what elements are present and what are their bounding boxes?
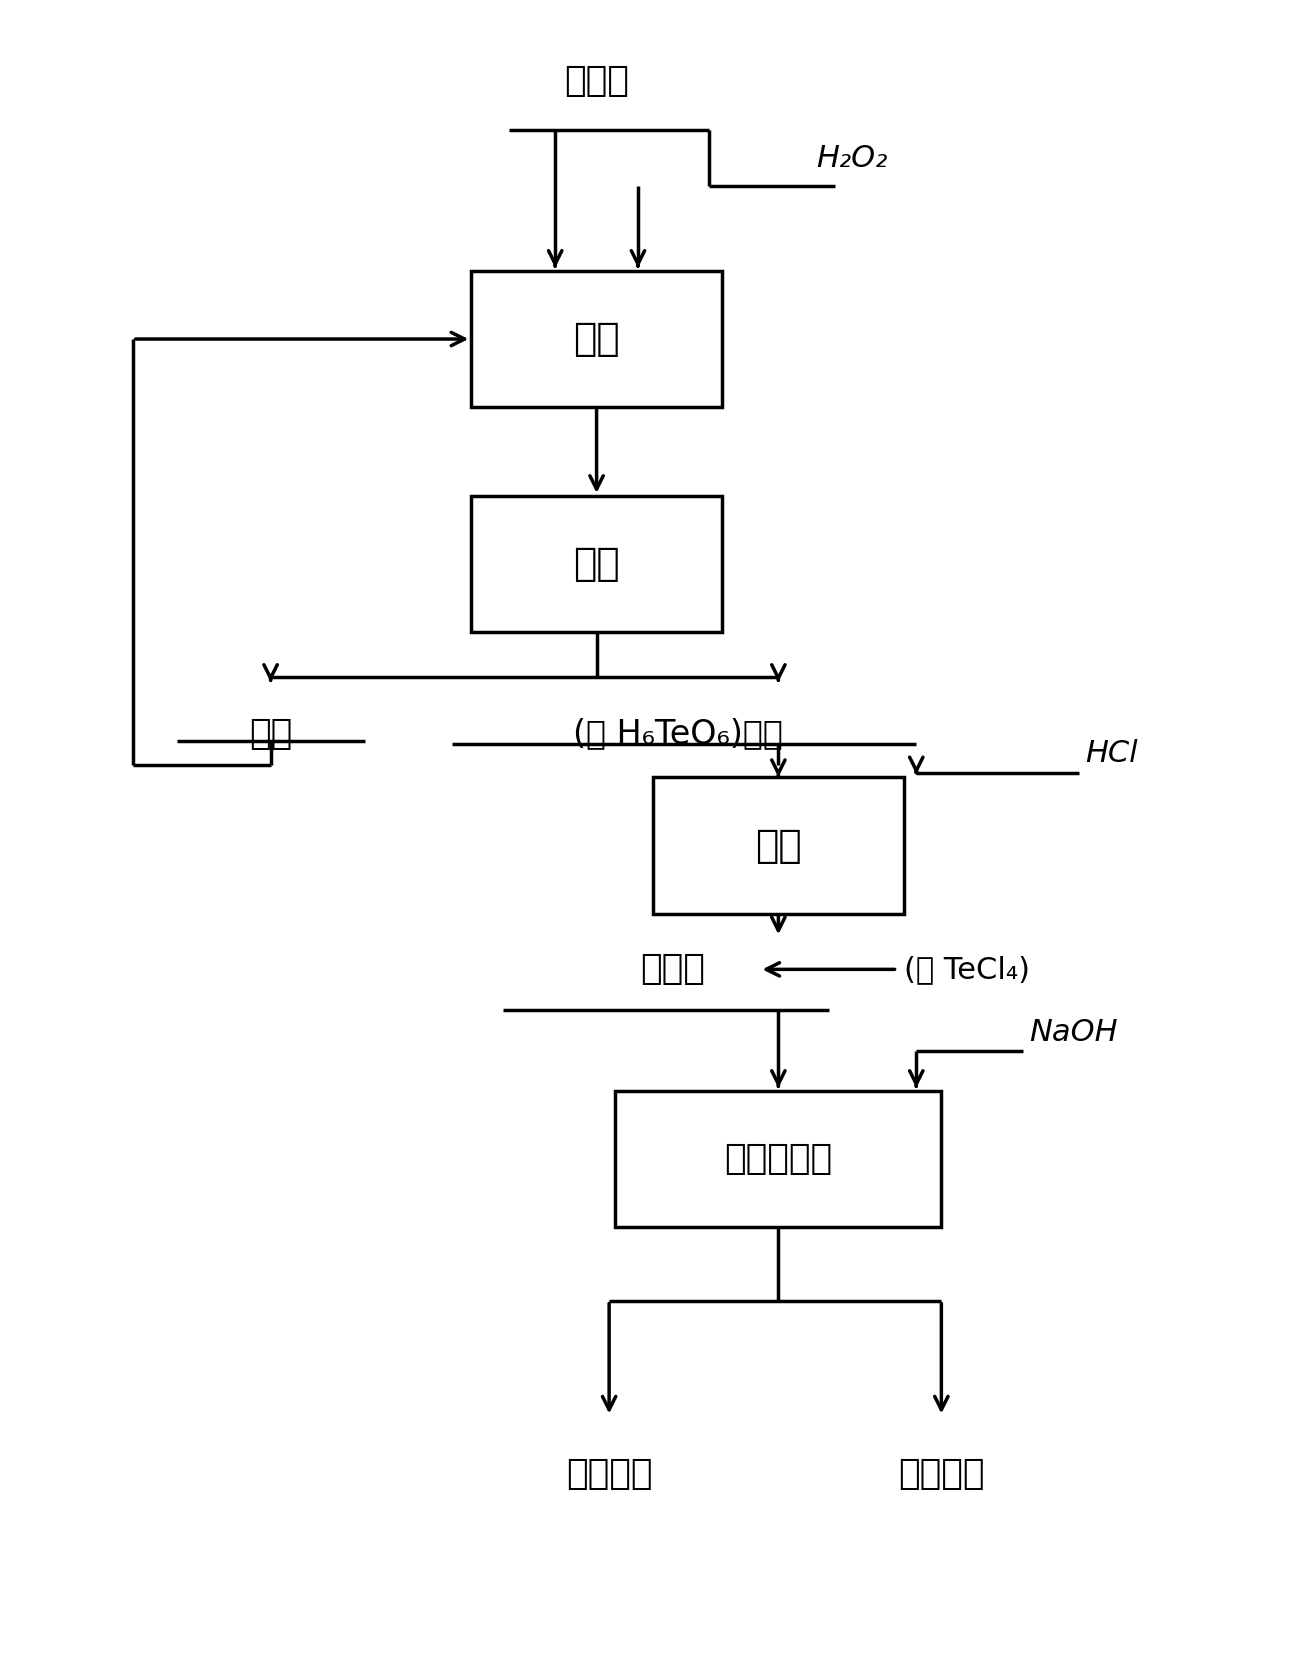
Text: 还原液: 还原液 xyxy=(640,953,705,987)
Text: 氧化: 氧化 xyxy=(573,320,620,358)
Text: 中和尾液: 中和尾液 xyxy=(899,1457,985,1491)
FancyBboxPatch shape xyxy=(471,496,722,633)
Text: NaOH: NaOH xyxy=(1029,1017,1118,1047)
FancyBboxPatch shape xyxy=(615,1090,942,1228)
Text: H₂O₂: H₂O₂ xyxy=(816,144,887,174)
Text: (含 TeCl₄): (含 TeCl₄) xyxy=(904,955,1029,983)
Text: 还原: 还原 xyxy=(755,826,802,864)
Text: (含 H₆TeO₆)滤液: (含 H₆TeO₆)滤液 xyxy=(573,717,784,750)
FancyBboxPatch shape xyxy=(471,271,722,407)
Text: 过滤: 过滤 xyxy=(573,544,620,583)
Text: 粗　碲: 粗 碲 xyxy=(564,64,629,97)
Text: HCl: HCl xyxy=(1085,739,1138,769)
Text: 中和，洗涤: 中和，洗涤 xyxy=(725,1142,832,1176)
Text: 二氧化碲: 二氧化碲 xyxy=(565,1457,653,1491)
FancyBboxPatch shape xyxy=(653,777,904,915)
Text: 滤渣: 滤渣 xyxy=(249,717,293,750)
